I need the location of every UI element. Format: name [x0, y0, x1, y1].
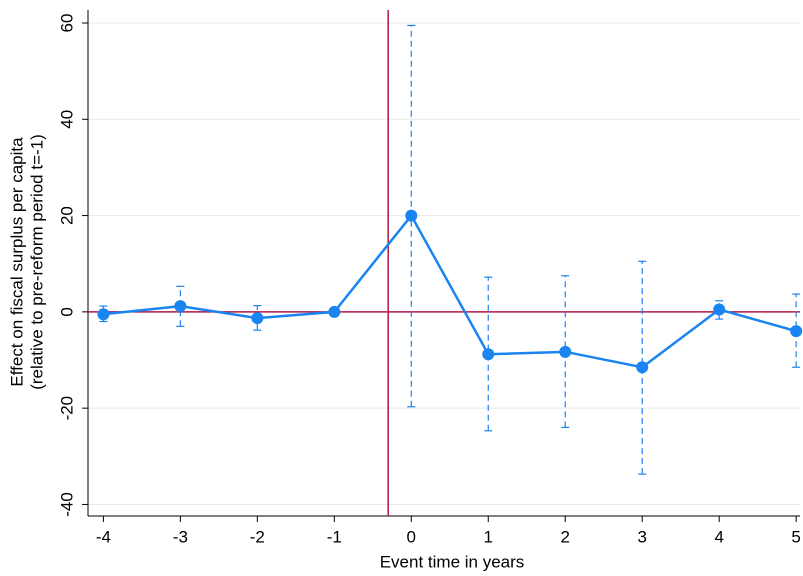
x-tick-label: -2 — [250, 527, 265, 546]
point — [97, 308, 110, 321]
point — [405, 209, 418, 222]
x-tick-label: -4 — [96, 527, 111, 546]
point — [482, 348, 495, 361]
x-tick-label: 5 — [791, 527, 800, 546]
error-bar — [792, 293, 801, 368]
series-line — [103, 213, 797, 369]
error-bar — [176, 285, 185, 327]
x-tick-label: 2 — [560, 527, 569, 546]
x-tick-label: 0 — [407, 527, 416, 546]
y-tick-label: 60 — [57, 14, 76, 33]
x-tick-label: -3 — [173, 527, 188, 546]
y-tick-label: 20 — [57, 206, 76, 225]
point — [713, 303, 726, 316]
error-bar — [638, 260, 647, 475]
point — [251, 312, 264, 325]
x-tick-label: 3 — [637, 527, 646, 546]
y-tick-label: -20 — [57, 396, 76, 421]
y-tick-label: -40 — [57, 492, 76, 517]
x-tick-label: 1 — [484, 527, 493, 546]
y-tick-label: 0 — [57, 307, 76, 316]
point — [636, 361, 649, 374]
x-axis-label: Event time in years — [380, 552, 525, 571]
point — [328, 305, 341, 318]
x-tick-label: -1 — [327, 527, 342, 546]
y-axis-label: Effect on fiscal surplus per capita — [7, 137, 26, 387]
error-bar — [484, 276, 493, 432]
x-tick-label: 4 — [714, 527, 723, 546]
point — [559, 345, 572, 358]
point — [790, 325, 803, 338]
y-tick-label: 40 — [57, 110, 76, 129]
point — [174, 300, 187, 313]
y-axis-label: (relative to pre-reform period t=-1) — [27, 134, 46, 390]
